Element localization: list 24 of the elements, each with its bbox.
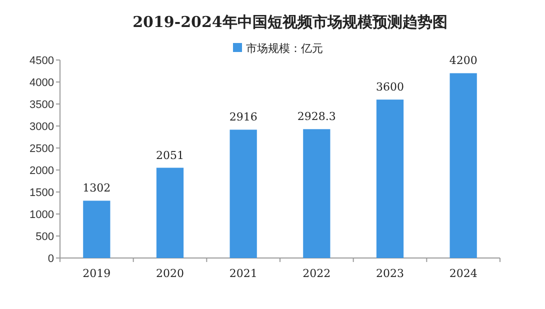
x-tick-label: 2023: [376, 267, 404, 280]
y-tick-label: 3000: [30, 121, 54, 133]
x-tick-label: 2024: [449, 267, 478, 280]
data-label: 2051: [156, 148, 184, 162]
x-tick-label: 2020: [156, 267, 184, 280]
x-tick-label: 2021: [229, 267, 258, 280]
data-label: 4200: [449, 54, 478, 68]
chart-title: 2019-2024年中国短视频市场规模预测趋势图: [132, 13, 448, 31]
y-tick-label: 2000: [30, 165, 54, 177]
x-tick-label: 2022: [302, 267, 331, 280]
y-tick-label: 1000: [30, 209, 54, 221]
data-label: 2916: [229, 110, 258, 124]
y-tick-label: 4500: [30, 55, 54, 67]
legend-label: 市场规模：亿元: [246, 42, 323, 55]
y-tick-label: 2500: [30, 143, 54, 155]
x-tick-label: 2019: [82, 267, 111, 280]
y-tick-label: 0: [48, 253, 54, 265]
y-tick-label: 500: [36, 231, 54, 243]
data-label: 2928.3: [297, 110, 336, 124]
y-tick-label: 1500: [30, 187, 54, 199]
y-tick-label: 3500: [30, 99, 54, 111]
data-label: 1302: [82, 182, 111, 195]
data-label: 3600: [376, 80, 404, 94]
y-tick-label: 4000: [30, 77, 54, 89]
